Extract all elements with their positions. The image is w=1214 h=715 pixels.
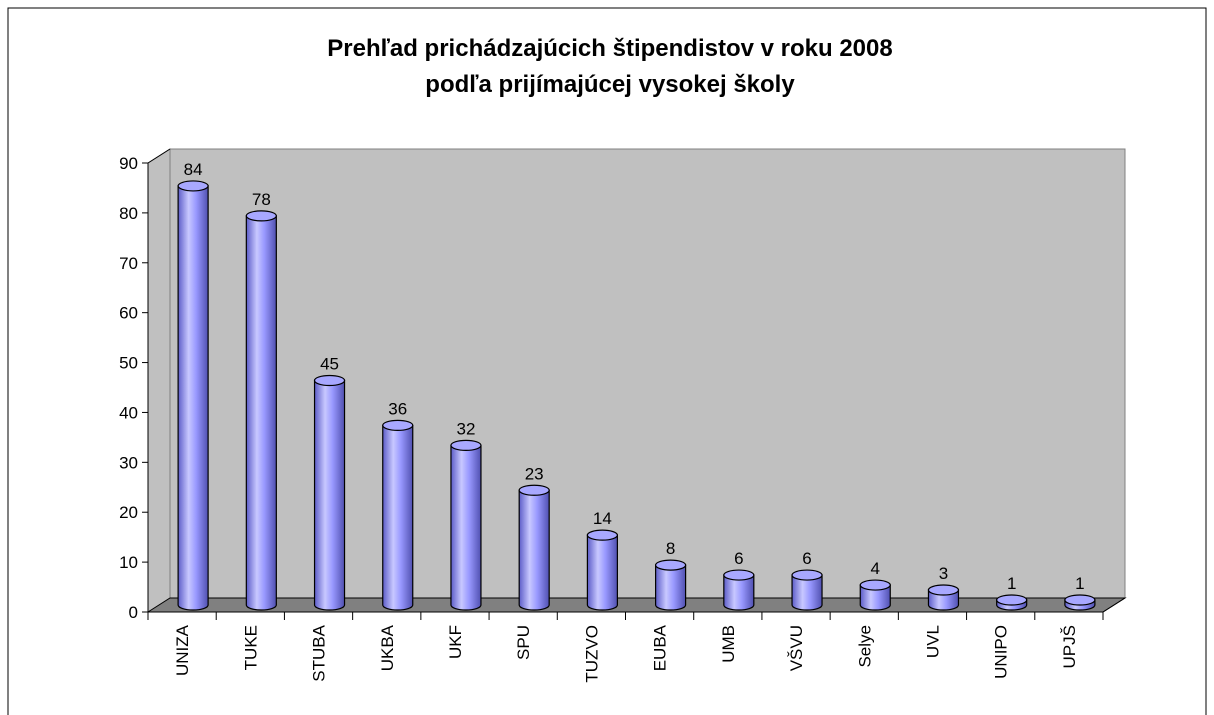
x-tick-label: UKBA	[378, 624, 397, 671]
data-label: 45	[320, 355, 339, 374]
y-tick-label: 90	[119, 154, 138, 173]
bar-body	[927, 589, 960, 611]
bar-body	[313, 379, 346, 611]
x-tick-label: EUBA	[651, 624, 670, 671]
bar-body	[382, 424, 414, 611]
x-tick-label: UPJŠ	[1060, 625, 1079, 668]
bar-top	[723, 569, 755, 581]
bar-top	[313, 374, 346, 387]
data-label: 3	[939, 564, 948, 583]
x-tick-label: STUBA	[310, 624, 329, 681]
data-label: 23	[525, 464, 544, 483]
x-tick-label: TUKE	[241, 625, 260, 670]
bar-top	[177, 180, 209, 192]
bar-body	[655, 564, 687, 611]
y-tick-label: 50	[119, 354, 138, 373]
bar-top	[1064, 594, 1096, 606]
bar	[518, 484, 550, 611]
x-tick-label: SPU	[514, 625, 533, 660]
x-tick-label: UKF	[446, 625, 465, 659]
data-label: 32	[457, 419, 476, 438]
floor	[146, 597, 1127, 613]
bar	[245, 210, 277, 611]
bar	[586, 529, 618, 611]
y-axis-back	[147, 148, 171, 164]
y-tick-label: 60	[119, 304, 138, 323]
bar-body	[450, 444, 482, 611]
x-tick-label: Selye	[855, 625, 874, 668]
side-wall	[147, 148, 171, 613]
bar-body	[723, 574, 755, 611]
bar-body	[177, 185, 209, 611]
bar-top	[586, 529, 618, 541]
bar-top	[450, 439, 482, 451]
bar	[996, 594, 1028, 611]
data-label: 8	[666, 539, 675, 558]
x-tick-label: TUZVO	[582, 625, 601, 683]
bar-body	[518, 489, 550, 611]
chart-title: podľa prijímajúcej vysokej školy	[425, 71, 795, 98]
bar-top	[996, 594, 1028, 606]
bar-top	[382, 419, 414, 431]
bar	[723, 569, 755, 611]
data-label: 36	[388, 399, 407, 418]
bar	[1064, 594, 1096, 611]
y-tick-label: 70	[119, 254, 138, 273]
bar	[791, 569, 823, 611]
data-label: 4	[871, 559, 880, 578]
y-tick-label: 0	[129, 603, 138, 622]
y-tick-label: 10	[119, 553, 138, 572]
x-tick-label: UNIZA	[173, 624, 192, 676]
x-axis-back	[1102, 597, 1126, 613]
y-tick-label: 30	[119, 453, 138, 472]
bar-top	[927, 584, 960, 596]
data-label: 84	[184, 160, 203, 179]
y-tick-label: 40	[119, 403, 138, 422]
bar-body	[586, 534, 618, 611]
bar	[313, 374, 346, 611]
data-label: 1	[1075, 574, 1084, 593]
x-tick-label: UVL	[923, 625, 942, 658]
x-tick-label: VŠVU	[787, 625, 806, 671]
bar	[450, 439, 482, 611]
bar	[382, 419, 414, 611]
bar-body	[859, 584, 891, 611]
x-tick-label: UNIPO	[992, 625, 1011, 679]
bar-top	[791, 569, 823, 581]
data-label: 6	[734, 549, 743, 568]
data-label: 78	[252, 190, 271, 209]
bar-top	[655, 559, 687, 571]
bar	[927, 584, 960, 611]
x-tick-label: UMB	[719, 625, 738, 663]
data-label: 1	[1007, 574, 1016, 593]
back-wall	[169, 148, 1126, 599]
y-tick-label: 80	[119, 204, 138, 223]
bar-body	[791, 574, 823, 611]
bar-top	[859, 579, 891, 591]
bar	[177, 180, 209, 611]
chart-title: Prehľad prichádzajúcich štipendistov v r…	[327, 35, 892, 62]
bar-top	[518, 484, 550, 496]
bar	[859, 579, 891, 611]
data-label: 6	[802, 549, 811, 568]
bar-top	[245, 210, 277, 222]
bar	[655, 559, 687, 611]
y-tick-label: 20	[119, 503, 138, 522]
bar-body	[245, 215, 277, 611]
data-label: 14	[593, 509, 612, 528]
